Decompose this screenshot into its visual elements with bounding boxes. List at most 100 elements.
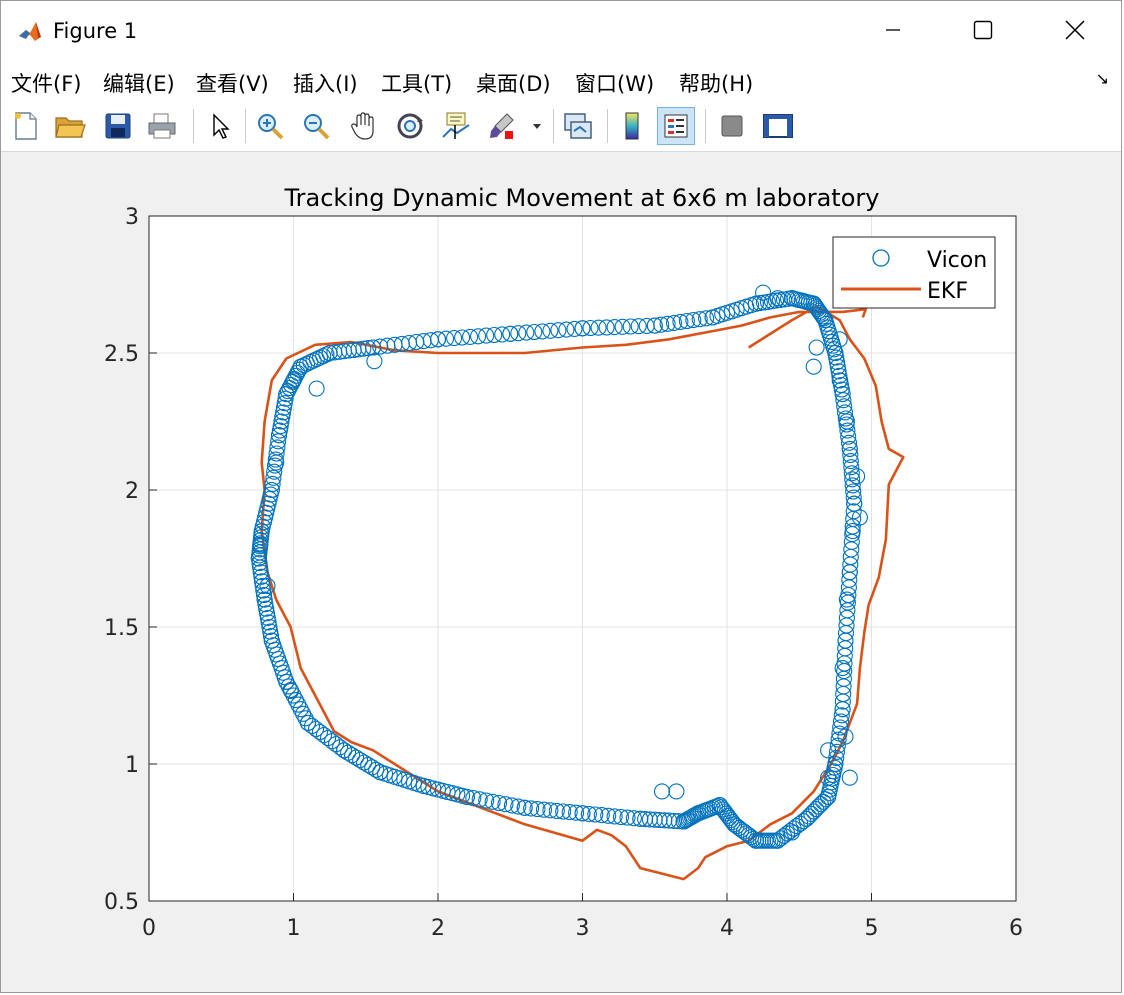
vicon-point	[653, 783, 671, 800]
vicon-point	[844, 477, 861, 494]
vicon-point	[355, 340, 372, 357]
vicon-point	[510, 798, 527, 815]
menu-file[interactable]: 文件(F)	[11, 72, 82, 96]
vicon-point	[344, 747, 361, 764]
vicon-point	[523, 800, 540, 817]
vicon-point	[845, 483, 862, 500]
maximize-button[interactable]	[939, 7, 1027, 53]
rotate-3d-icon[interactable]	[391, 107, 429, 145]
vicon-point	[356, 754, 373, 771]
vicon-point	[490, 794, 508, 812]
menu-tools[interactable]: 工具(T)	[381, 72, 453, 96]
open-file-icon[interactable]	[51, 107, 89, 145]
menu-window[interactable]: 窗口(W)	[575, 72, 655, 96]
vicon-point	[516, 799, 533, 816]
legend-vicon-marker	[872, 249, 890, 267]
close-button[interactable]	[1031, 7, 1119, 53]
vicon-point	[368, 761, 385, 778]
vicon-point	[548, 802, 565, 819]
vicon-point	[558, 321, 575, 338]
vicon-point	[593, 807, 610, 824]
vicon-point	[550, 322, 567, 339]
vicon-point	[318, 346, 335, 363]
vicon-point	[364, 339, 382, 356]
dock-arrow-icon[interactable]: ↘	[1095, 69, 1109, 88]
new-figure-icon[interactable]	[7, 107, 45, 145]
vicon-point	[555, 803, 572, 820]
vicon-point	[251, 555, 268, 572]
data-cursor-icon[interactable]	[437, 107, 475, 145]
vicon-point	[257, 596, 274, 613]
x-tick-label: 5	[865, 916, 879, 941]
vicon-point	[832, 713, 850, 730]
vicon-point	[808, 339, 825, 356]
vicon-point	[691, 311, 708, 328]
title-bar[interactable]: Figure 1	[1, 1, 1121, 59]
vicon-point	[783, 824, 801, 841]
vicon-point	[270, 433, 287, 450]
vicon-point	[446, 330, 463, 347]
save-icon[interactable]	[99, 107, 137, 145]
vicon-point	[813, 306, 830, 323]
x-tick-label: 4	[720, 916, 734, 941]
hide-plot-tools-icon[interactable]	[713, 107, 751, 145]
vicon-point	[830, 363, 847, 380]
vicon-point	[437, 330, 455, 347]
vicon-point	[253, 573, 271, 590]
ekf-trajectory-line	[260, 305, 905, 881]
menu-help[interactable]: 帮助(H)	[679, 72, 754, 96]
vicon-point	[590, 319, 607, 336]
brush-icon[interactable]	[483, 107, 521, 145]
vicon-point	[828, 743, 846, 760]
vicon-point	[478, 792, 495, 809]
print-icon[interactable]	[143, 107, 181, 145]
figure-canvas: 0 1 2 3 4 5 6 0.5 1 1.5 2 2.5 3 Tracking Dynamic Mov…	[5, 152, 1119, 990]
vicon-point	[769, 832, 786, 849]
vicon-point	[311, 723, 329, 741]
link-plot-icon[interactable]	[559, 107, 597, 145]
vicon-point	[836, 398, 853, 415]
legend[interactable]: Vicon EKF	[832, 236, 996, 309]
vicon-point	[675, 813, 692, 830]
insert-colorbar-icon[interactable]	[613, 107, 651, 145]
vicon-point	[292, 358, 309, 375]
toolbar-separator	[705, 109, 706, 143]
menu-view[interactable]: 查看(V)	[196, 72, 269, 96]
insert-legend-icon[interactable]	[657, 107, 695, 145]
zoom-in-icon[interactable]	[251, 107, 289, 145]
toolbar	[1, 101, 1121, 152]
brush-dropdown-icon[interactable]	[527, 107, 547, 145]
vicon-point	[454, 329, 471, 346]
vicon-point	[256, 591, 273, 608]
show-plot-tools-icon[interactable]	[759, 107, 797, 145]
minimize-button[interactable]	[849, 7, 937, 53]
vicon-point	[843, 459, 860, 476]
y-tick-label: 0.5	[104, 890, 139, 915]
menu-insert[interactable]: 插入(I)	[293, 72, 358, 96]
vicon-point	[845, 489, 862, 506]
vicon-point	[798, 810, 815, 827]
y-tick-label: 2	[125, 479, 139, 504]
x-tick-label: 2	[431, 916, 445, 941]
edit-plot-arrow-icon[interactable]	[201, 107, 239, 145]
vicon-point	[831, 331, 848, 348]
menu-desktop[interactable]: 桌面(D)	[476, 72, 551, 96]
menu-edit[interactable]: 编辑(E)	[103, 72, 175, 96]
vicon-point	[698, 310, 715, 327]
vicon-point	[678, 312, 695, 330]
vicon-point	[534, 323, 551, 340]
zoom-out-icon[interactable]	[297, 107, 335, 145]
vicon-point	[282, 681, 299, 699]
vicon-point	[726, 816, 743, 833]
vicon-point	[646, 317, 663, 334]
pan-hand-icon[interactable]	[345, 107, 383, 145]
vicon-point	[814, 308, 831, 325]
vicon-point	[587, 806, 604, 823]
vicon-point	[837, 632, 854, 649]
vicon-point	[254, 577, 271, 594]
vicon-point	[842, 446, 859, 464]
vicon-point	[625, 810, 642, 827]
vicon-point	[259, 609, 276, 626]
vicon-point	[836, 404, 854, 421]
